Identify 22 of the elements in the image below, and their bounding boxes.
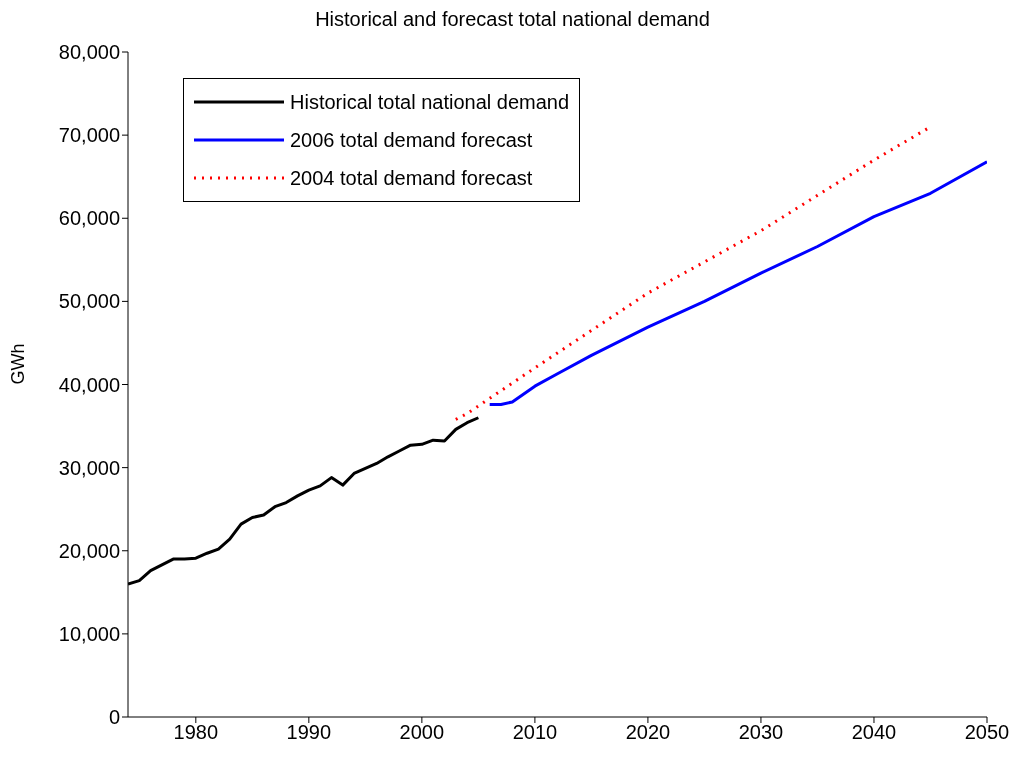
legend-label: Historical total national demand: [290, 90, 570, 114]
x-tick-label: 2040: [851, 721, 897, 744]
chart-title: Historical and forecast total national demand: [314, 8, 711, 32]
y-tick-label: 50,000: [58, 290, 120, 313]
y-tick-label: 10,000: [58, 622, 120, 645]
x-tick-label: 2010: [512, 721, 558, 744]
y-tick-label: 40,000: [58, 373, 120, 396]
x-tick-label: 1980: [173, 721, 219, 744]
x-tick-label: 2000: [399, 721, 445, 744]
y-tick-label: 20,000: [58, 539, 120, 562]
y-tick-label: 30,000: [58, 456, 120, 479]
x-tick-label: 2050: [964, 721, 1010, 744]
y-tick-label: 80,000: [58, 41, 120, 64]
y-tick-label: 70,000: [58, 124, 120, 147]
legend-label: 2004 total demand forecast: [290, 166, 533, 190]
x-tick-label: 2030: [738, 721, 784, 744]
y-tick-label: 60,000: [58, 207, 120, 230]
legend-label: 2006 total demand forecast: [290, 128, 533, 152]
y-axis-title: GWh: [8, 343, 29, 385]
x-tick-label: 2020: [625, 721, 671, 744]
x-tick-label: 1990: [286, 721, 332, 744]
y-tick-label: 0: [108, 706, 120, 729]
